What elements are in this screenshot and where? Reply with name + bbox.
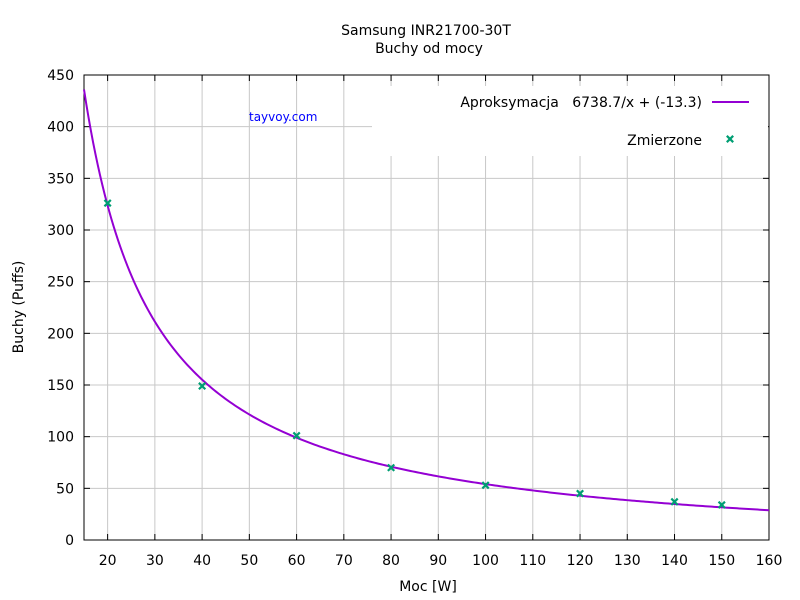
x-tick-label: 80	[382, 553, 400, 569]
chart-title: Samsung INR21700-30T	[341, 23, 511, 39]
legend-marker-x	[726, 135, 734, 143]
y-tick-label: 50	[56, 481, 74, 497]
x-tick-label: 140	[661, 553, 688, 569]
data-point	[670, 497, 679, 506]
marker-stroke	[103, 199, 112, 208]
y-tick-label: 350	[47, 171, 74, 187]
marker-stroke	[387, 463, 396, 472]
y-tick-label: 200	[47, 326, 74, 342]
data-point	[198, 382, 207, 391]
watermark: tayvoy.com	[249, 110, 317, 124]
y-tick-label: 100	[47, 430, 74, 446]
y-tick-label: 0	[65, 533, 74, 549]
marker-stroke	[670, 497, 679, 506]
x-tick-label: 130	[614, 553, 641, 569]
legend-label-measured: Zmierzone	[627, 133, 702, 149]
x-tick-label: 50	[240, 553, 258, 569]
marker-stroke	[576, 489, 585, 498]
x-tick-label: 60	[288, 553, 306, 569]
marker-stroke	[481, 481, 490, 490]
legend-swatch-measured	[726, 135, 734, 143]
x-axis-title: Moc [W]	[399, 579, 457, 595]
data-point	[387, 463, 396, 472]
x-tick-label: 20	[99, 553, 117, 569]
y-tick-label: 250	[47, 275, 74, 291]
data-point	[292, 431, 301, 440]
y-tick-label: 150	[47, 378, 74, 394]
fit-curve	[83, 89, 770, 512]
data-point	[576, 489, 585, 498]
marker-stroke	[198, 382, 207, 391]
x-tick-label: 90	[429, 553, 447, 569]
plot-border	[83, 74, 770, 541]
legend-label-fit: Aproksymacja 6738.7/x + (-13.3)	[460, 95, 702, 111]
y-tick-label: 400	[47, 120, 74, 136]
chart-subtitle: Buchy od mocy	[375, 41, 483, 57]
legend-background	[372, 86, 768, 156]
y-tick-label: 450	[47, 68, 74, 84]
x-tick-label: 70	[335, 553, 353, 569]
x-tick-label: 120	[567, 553, 594, 569]
y-axis-title: Buchy (Puffs)	[11, 261, 27, 354]
x-tick-label: 160	[756, 553, 783, 569]
data-point	[481, 481, 490, 490]
data-point	[717, 500, 726, 509]
x-tick-label: 150	[708, 553, 735, 569]
marker-stroke	[717, 500, 726, 509]
marker-stroke	[726, 135, 734, 143]
plot-area	[83, 89, 770, 512]
x-tick-label: 110	[519, 553, 546, 569]
x-tick-label: 40	[193, 553, 211, 569]
x-tick-label: 100	[472, 553, 499, 569]
y-tick-label: 300	[47, 223, 74, 239]
x-tick-label: 30	[146, 553, 164, 569]
data-point	[103, 199, 112, 208]
legend: Aproksymacja 6738.7/x + (-13.3) Zmierzon…	[372, 86, 768, 156]
axes: 20 30 40 50 60 70 80 90 100 110 120 130 140 150 160 0 50…	[47, 68, 782, 569]
marker-stroke	[292, 431, 301, 440]
